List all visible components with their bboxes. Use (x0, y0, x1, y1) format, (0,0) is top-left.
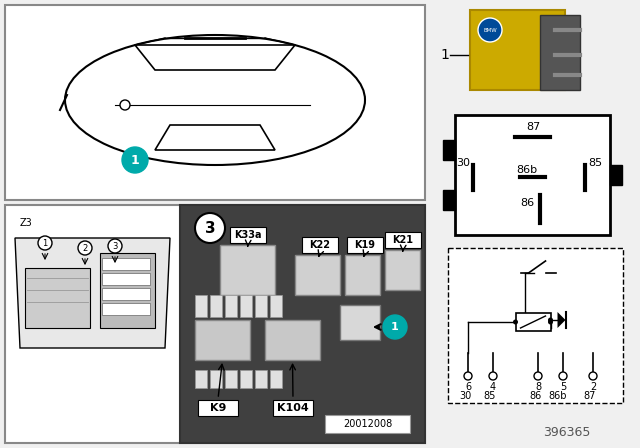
Bar (340, 305, 380, 340)
Text: 85: 85 (484, 391, 496, 401)
Bar (102, 273, 150, 285)
Circle shape (548, 318, 553, 323)
Text: 8: 8 (535, 382, 541, 392)
Bar (345, 255, 380, 295)
Text: 396365: 396365 (543, 426, 590, 439)
Text: 1: 1 (391, 322, 399, 332)
Bar (225, 295, 237, 317)
Bar (102, 288, 150, 300)
Bar (540, 15, 580, 90)
Polygon shape (135, 45, 295, 70)
Bar (210, 295, 222, 317)
Bar (385, 250, 420, 290)
Bar (448, 248, 623, 403)
Text: K33a: K33a (234, 230, 262, 240)
Ellipse shape (65, 35, 365, 165)
Text: 86b: 86b (516, 165, 538, 175)
Text: 1: 1 (42, 238, 47, 247)
Circle shape (489, 372, 497, 380)
Text: Z3: Z3 (20, 218, 33, 228)
Text: 20012008: 20012008 (344, 419, 392, 429)
Bar (470, 10, 565, 90)
Bar (385, 232, 421, 248)
Bar (210, 370, 222, 388)
Text: 86: 86 (529, 391, 541, 401)
Polygon shape (15, 238, 170, 348)
Bar (515, 313, 550, 331)
Bar (195, 320, 250, 360)
Bar (302, 237, 338, 253)
Bar (100, 253, 155, 328)
Text: 86b: 86b (548, 391, 567, 401)
Text: 3: 3 (112, 241, 118, 250)
Bar (5, 5, 425, 200)
Circle shape (589, 372, 597, 380)
Bar (347, 237, 383, 253)
Bar (220, 245, 275, 295)
Bar (295, 255, 340, 295)
Circle shape (108, 239, 122, 253)
Bar (5, 205, 425, 443)
Circle shape (38, 236, 52, 250)
Circle shape (478, 18, 502, 42)
Circle shape (534, 372, 542, 380)
Circle shape (78, 241, 92, 255)
Bar (240, 295, 252, 317)
Bar (195, 295, 207, 317)
Bar (240, 370, 252, 388)
Bar (25, 268, 90, 328)
Text: BMW: BMW (483, 27, 497, 33)
Bar (443, 190, 455, 210)
Bar (230, 227, 266, 243)
Circle shape (548, 319, 553, 324)
Bar (443, 140, 455, 160)
Circle shape (195, 213, 225, 243)
Bar (455, 115, 610, 235)
Bar (225, 370, 237, 388)
Text: 30: 30 (459, 391, 471, 401)
Text: 87: 87 (526, 122, 540, 132)
Text: 86: 86 (520, 198, 534, 208)
Bar (270, 295, 282, 317)
Bar (255, 295, 267, 317)
Text: 4: 4 (490, 382, 496, 392)
Text: 1: 1 (440, 48, 449, 62)
Text: 3: 3 (205, 220, 215, 236)
Circle shape (383, 315, 407, 339)
Bar (198, 400, 238, 416)
Circle shape (559, 372, 567, 380)
Circle shape (513, 319, 518, 324)
Text: K22: K22 (310, 240, 330, 250)
Bar (610, 165, 622, 185)
Circle shape (464, 372, 472, 380)
Bar (265, 320, 320, 360)
Text: 2: 2 (83, 244, 88, 253)
Polygon shape (155, 125, 275, 150)
Text: 30: 30 (456, 158, 470, 168)
Bar (180, 205, 425, 443)
Circle shape (120, 100, 130, 110)
Bar (325, 415, 410, 433)
Bar (270, 370, 282, 388)
Text: 6: 6 (465, 382, 471, 392)
Text: 5: 5 (560, 382, 566, 392)
Text: K21: K21 (392, 235, 413, 245)
Text: 1: 1 (131, 154, 140, 167)
Bar (195, 370, 207, 388)
Bar (102, 303, 150, 315)
Text: 85: 85 (588, 158, 602, 168)
Bar (255, 370, 267, 388)
Text: K9: K9 (210, 403, 226, 413)
Bar (273, 400, 313, 416)
Text: K104: K104 (277, 403, 309, 413)
Text: K19: K19 (355, 240, 376, 250)
Circle shape (122, 147, 148, 173)
Bar (102, 258, 150, 270)
Polygon shape (557, 312, 566, 328)
Text: 2: 2 (590, 382, 596, 392)
Text: 87: 87 (584, 391, 596, 401)
